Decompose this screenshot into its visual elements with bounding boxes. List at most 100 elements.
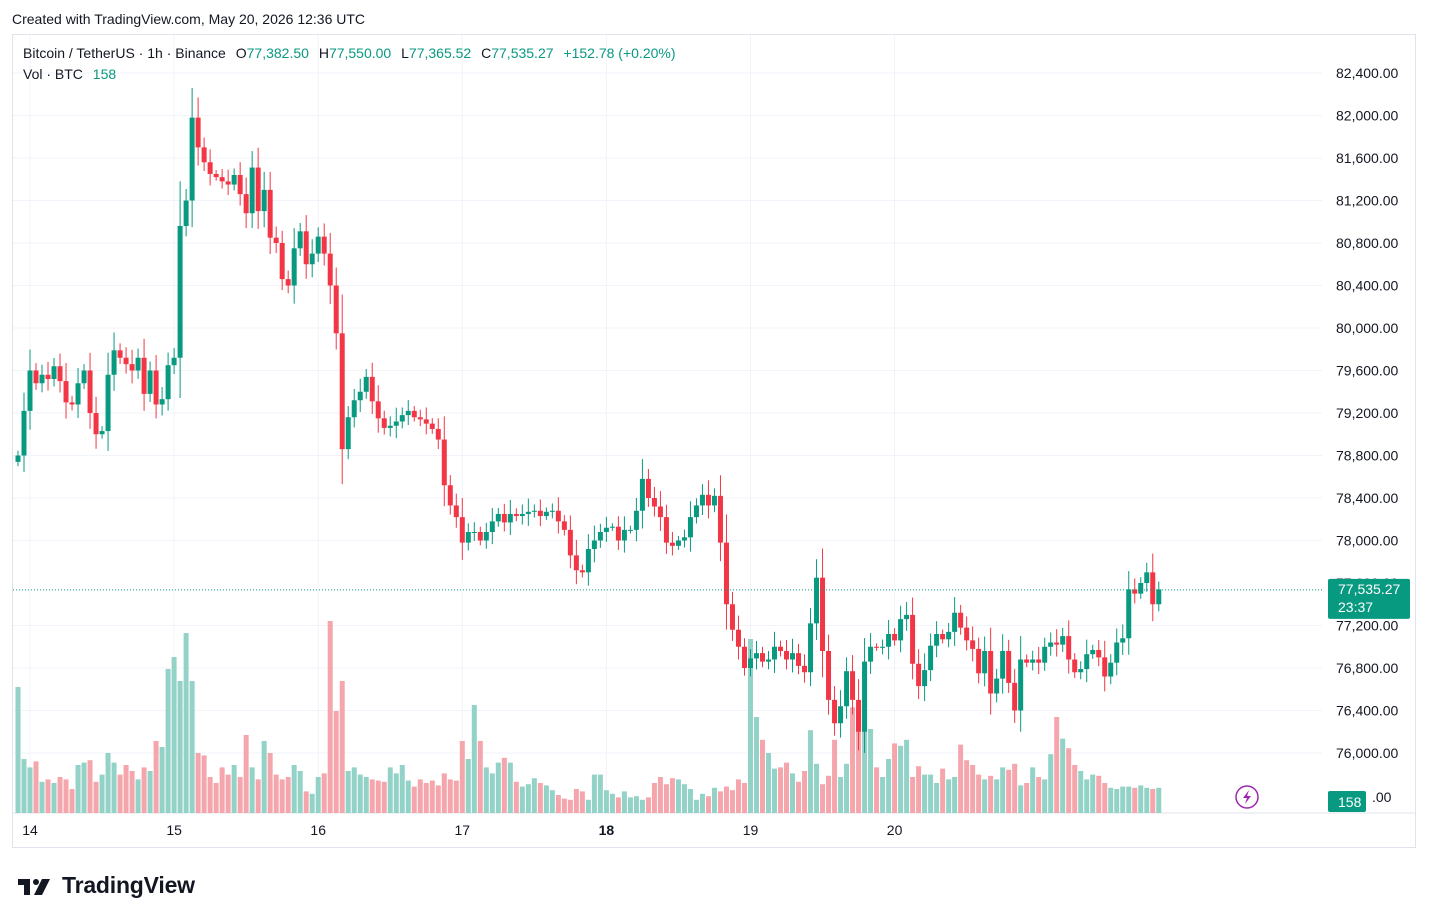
- candle[interactable]: [958, 612, 964, 628]
- candle[interactable]: [261, 189, 267, 212]
- candle[interactable]: [1126, 589, 1132, 639]
- tradingview-logo[interactable]: TradingView: [16, 872, 195, 899]
- candle[interactable]: [267, 189, 273, 238]
- candle[interactable]: [766, 659, 771, 662]
- candle[interactable]: [435, 428, 441, 440]
- candle[interactable]: [844, 671, 850, 707]
- candle[interactable]: [279, 243, 285, 280]
- candle[interactable]: [669, 542, 675, 546]
- candle[interactable]: [219, 177, 225, 182]
- candle[interactable]: [1030, 659, 1036, 663]
- candle[interactable]: [369, 376, 375, 402]
- candle[interactable]: [375, 401, 381, 419]
- candle[interactable]: [441, 439, 447, 486]
- candle[interactable]: [663, 517, 669, 543]
- candle[interactable]: [327, 253, 333, 286]
- candle[interactable]: [994, 678, 1000, 694]
- candle[interactable]: [177, 226, 183, 358]
- candle[interactable]: [567, 529, 573, 556]
- candle[interactable]: [345, 417, 351, 450]
- candle[interactable]: [892, 634, 898, 641]
- candle[interactable]: [850, 671, 856, 700]
- candle[interactable]: [1006, 651, 1012, 683]
- candle[interactable]: [639, 478, 645, 511]
- candle[interactable]: [45, 374, 51, 379]
- candle[interactable]: [33, 370, 39, 384]
- candle[interactable]: [609, 526, 615, 528]
- candle[interactable]: [711, 495, 717, 506]
- candle[interactable]: [249, 167, 255, 214]
- candle[interactable]: [285, 279, 291, 286]
- candle[interactable]: [453, 505, 459, 518]
- candle[interactable]: [303, 231, 309, 265]
- candle[interactable]: [964, 627, 970, 641]
- candle[interactable]: [459, 517, 465, 543]
- candle[interactable]: [796, 653, 802, 666]
- candle[interactable]: [15, 455, 21, 462]
- candle[interactable]: [309, 253, 315, 265]
- candle[interactable]: [832, 699, 838, 724]
- candle[interactable]: [339, 333, 345, 450]
- candle[interactable]: [826, 651, 832, 700]
- candle[interactable]: [699, 494, 705, 506]
- candle[interactable]: [982, 651, 988, 674]
- candle[interactable]: [970, 640, 976, 649]
- candle[interactable]: [159, 399, 165, 405]
- volume-legend[interactable]: Vol · BTC 158: [23, 66, 116, 82]
- candle[interactable]: [87, 370, 93, 414]
- candle[interactable]: [357, 391, 363, 401]
- candle[interactable]: [39, 374, 45, 384]
- candle[interactable]: [856, 699, 862, 732]
- candle[interactable]: [645, 478, 651, 498]
- candle[interactable]: [1048, 642, 1054, 647]
- candle[interactable]: [910, 614, 916, 664]
- candle[interactable]: [952, 612, 958, 632]
- candle[interactable]: [501, 513, 507, 523]
- candle[interactable]: [1120, 638, 1126, 643]
- candle[interactable]: [495, 513, 501, 522]
- candle[interactable]: [1084, 654, 1090, 670]
- candle[interactable]: [519, 513, 525, 517]
- candle[interactable]: [447, 485, 453, 506]
- candle[interactable]: [693, 505, 699, 518]
- candle[interactable]: [1054, 642, 1060, 645]
- candle[interactable]: [808, 623, 814, 673]
- candle[interactable]: [399, 415, 405, 422]
- candle[interactable]: [183, 200, 189, 227]
- candle[interactable]: [99, 431, 105, 435]
- candle[interactable]: [543, 511, 549, 517]
- candle[interactable]: [874, 646, 880, 648]
- candle[interactable]: [129, 364, 135, 371]
- candle[interactable]: [351, 400, 357, 418]
- candle[interactable]: [57, 366, 63, 382]
- candle[interactable]: [1012, 682, 1018, 711]
- candle[interactable]: [1114, 642, 1120, 663]
- candle[interactable]: [1042, 646, 1048, 663]
- candle[interactable]: [147, 370, 153, 394]
- symbol-title[interactable]: Bitcoin / TetherUS · 1h · Binance: [23, 45, 226, 61]
- candle[interactable]: [681, 537, 687, 541]
- candle[interactable]: [537, 510, 543, 517]
- candle[interactable]: [1090, 649, 1096, 655]
- candle[interactable]: [753, 653, 759, 659]
- candle[interactable]: [621, 529, 627, 541]
- candle[interactable]: [1072, 659, 1078, 673]
- candle[interactable]: [531, 510, 537, 512]
- candle[interactable]: [213, 173, 219, 178]
- candle[interactable]: [898, 619, 904, 641]
- candle[interactable]: [117, 350, 123, 358]
- candle[interactable]: [1150, 572, 1156, 605]
- candle[interactable]: [507, 513, 513, 523]
- ohlc-legend[interactable]: Bitcoin / TetherUS · 1h · Binance O77,38…: [23, 45, 676, 61]
- candle[interactable]: [838, 706, 844, 724]
- candle[interactable]: [27, 370, 33, 411]
- candle[interactable]: [333, 285, 339, 334]
- candle[interactable]: [729, 604, 735, 630]
- candle[interactable]: [705, 494, 711, 506]
- candle[interactable]: [321, 236, 327, 254]
- candle[interactable]: [465, 532, 471, 543]
- candle[interactable]: [633, 510, 639, 530]
- candle[interactable]: [916, 663, 922, 687]
- candle[interactable]: [1096, 649, 1102, 658]
- candle[interactable]: [153, 370, 159, 405]
